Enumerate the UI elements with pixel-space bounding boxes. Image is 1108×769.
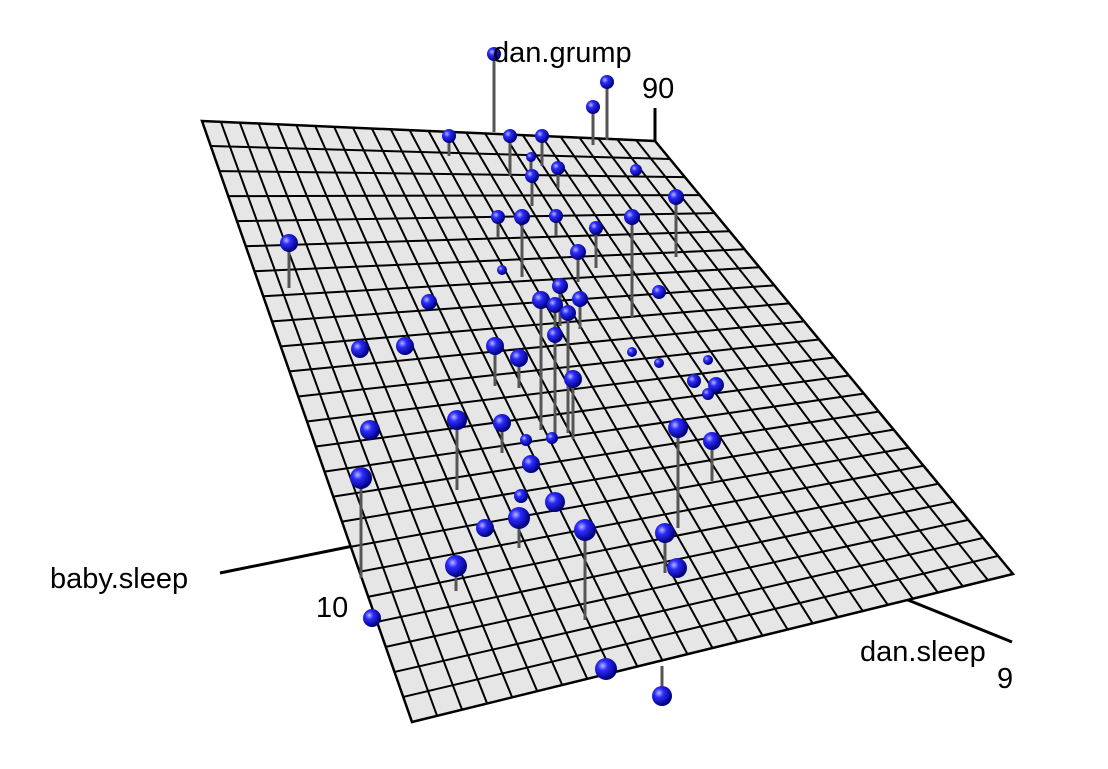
data-point bbox=[627, 347, 637, 357]
x-axis-line bbox=[907, 598, 1013, 644]
data-point bbox=[525, 169, 539, 183]
data-point bbox=[396, 337, 414, 355]
data-point bbox=[547, 327, 563, 343]
data-point bbox=[421, 294, 437, 310]
data-point bbox=[526, 152, 536, 162]
x-axis-label: dan.sleep bbox=[860, 636, 986, 668]
z-axis-tick-label: 90 bbox=[642, 73, 674, 105]
data-point bbox=[532, 291, 550, 309]
data-point bbox=[703, 432, 721, 450]
z-axis-label: dan.grump bbox=[493, 37, 632, 69]
data-point bbox=[486, 337, 504, 355]
data-point bbox=[520, 434, 532, 446]
data-point bbox=[360, 420, 380, 440]
data-point bbox=[535, 129, 549, 143]
plane-gridline bbox=[597, 137, 939, 594]
data-point bbox=[487, 47, 501, 61]
data-point bbox=[545, 492, 565, 512]
data-point bbox=[546, 432, 558, 444]
data-point bbox=[595, 658, 617, 680]
data-point bbox=[350, 467, 372, 489]
plane-gridline bbox=[385, 518, 969, 648]
data-point bbox=[570, 244, 586, 260]
data-point bbox=[476, 519, 494, 537]
y-axis-tick-label: 10 bbox=[316, 592, 348, 624]
data-point bbox=[551, 161, 565, 175]
data-point bbox=[497, 265, 507, 275]
data-points bbox=[280, 47, 724, 706]
data-point bbox=[624, 209, 640, 225]
data-point bbox=[702, 388, 714, 400]
data-point bbox=[491, 210, 505, 224]
data-point bbox=[447, 410, 467, 430]
data-point bbox=[547, 297, 563, 313]
data-point bbox=[510, 349, 528, 367]
data-point bbox=[514, 489, 528, 503]
data-point bbox=[522, 455, 540, 473]
data-point bbox=[655, 523, 675, 543]
data-point bbox=[687, 374, 701, 388]
data-point bbox=[564, 370, 582, 388]
data-point bbox=[549, 209, 563, 223]
data-point bbox=[552, 278, 568, 294]
data-point bbox=[630, 164, 642, 176]
data-point bbox=[445, 555, 467, 577]
data-point bbox=[667, 558, 687, 578]
y-axis-line bbox=[219, 543, 359, 575]
data-point bbox=[668, 418, 688, 438]
data-point bbox=[586, 100, 600, 114]
plane-gridline bbox=[394, 536, 984, 673]
data-point bbox=[652, 686, 672, 706]
data-point bbox=[508, 507, 530, 529]
axis-lines bbox=[219, 108, 1013, 644]
data-point bbox=[652, 285, 666, 299]
data-point bbox=[708, 377, 724, 393]
data-point bbox=[280, 234, 298, 252]
data-point bbox=[503, 129, 517, 143]
data-point bbox=[442, 129, 456, 143]
regression-plane bbox=[200, 119, 1016, 724]
data-point bbox=[589, 221, 603, 235]
data-point bbox=[560, 305, 576, 321]
data-point bbox=[572, 291, 588, 307]
plane-gridline bbox=[403, 554, 999, 698]
data-point bbox=[600, 75, 614, 89]
axis-labels: dan.grump 90 baby.sleep 10 dan.sleep 9 bbox=[50, 37, 1013, 695]
data-point bbox=[493, 414, 511, 432]
plane-gridline bbox=[635, 139, 989, 581]
data-point bbox=[668, 189, 684, 205]
data-point bbox=[514, 209, 530, 225]
x-axis-tick-label: 9 bbox=[997, 663, 1013, 695]
data-point bbox=[703, 355, 713, 365]
data-point bbox=[351, 340, 369, 358]
data-point bbox=[574, 519, 596, 541]
data-point bbox=[654, 358, 664, 368]
y-axis-label: baby.sleep bbox=[50, 563, 188, 595]
plane-surface bbox=[200, 119, 1016, 724]
data-point bbox=[363, 609, 381, 627]
